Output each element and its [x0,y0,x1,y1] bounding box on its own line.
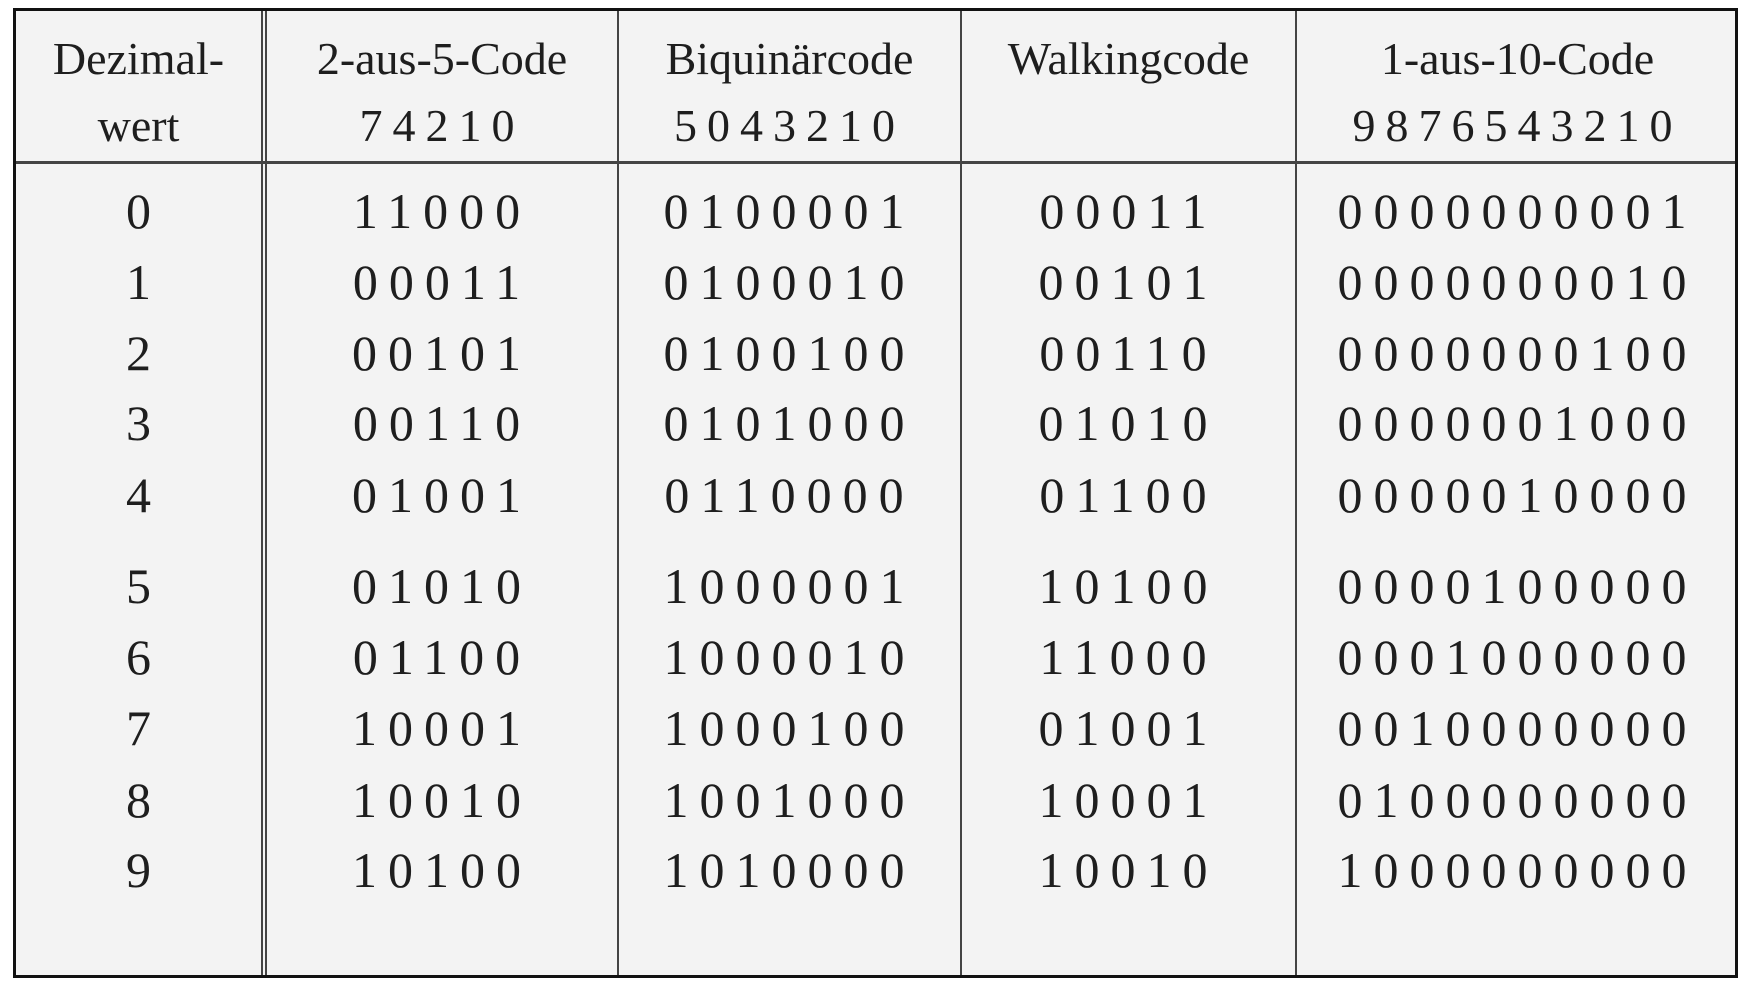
cell-2aus5: 10100 [352,842,532,898]
column-divider-double [261,11,267,975]
cell-dezimal: 1 [126,254,151,310]
cell-biquinaer: 0101000 [663,395,916,451]
cell-2aus5: 00011 [352,254,532,310]
cell-2aus5: 01100 [352,629,532,685]
cell-2aus5: 10001 [352,700,532,756]
cell-walking: 01001 [1038,700,1219,756]
cell-dezimal: 0 [126,183,151,239]
header-2aus5: 2-aus-5-Code [316,33,568,84]
cell-2aus5: 10010 [352,772,532,828]
header-walking: Walkingcode [1007,33,1250,84]
cell-1aus10: 0000000001 [1337,183,1698,239]
column-divider [1295,11,1297,975]
code-table: Dezimal- wert 2-aus-5-Code 74210 Biquinä… [13,8,1738,978]
header-dezimal: Dezimal- [52,33,225,84]
cell-biquinaer: 0100100 [663,325,916,381]
cell-walking: 01100 [1039,467,1218,523]
cell-1aus10: 0010000000 [1337,700,1698,756]
cell-2aus5: 00101 [352,325,532,381]
cell-dezimal: 5 [126,558,151,614]
header-2aus5-weights: 74210 [359,100,525,151]
header-wert: wert [97,100,180,151]
cell-2aus5: 11000 [352,183,532,239]
cell-1aus10: 0000010000 [1337,467,1698,523]
cell-2aus5: 00110 [352,395,532,451]
cell-1aus10: 0000001000 [1337,395,1698,451]
cell-1aus10: 0000000100 [1337,325,1698,381]
cell-walking: 00101 [1038,254,1219,310]
cell-1aus10: 0000100000 [1337,558,1698,614]
cell-1aus10: 1000000000 [1337,842,1698,898]
cell-dezimal: 8 [126,772,151,828]
header-biquinaer-weights: 5043210 [674,100,905,151]
column-divider [960,11,962,975]
cell-walking: 00110 [1039,325,1218,381]
cell-dezimal: 6 [126,629,151,685]
header-1aus10: 1-aus-10-Code [1380,33,1655,84]
cell-biquinaer: 1001000 [663,772,916,828]
header-1aus10-weights: 9876543210 [1352,100,1683,151]
cell-walking: 01010 [1038,395,1219,451]
cell-biquinaer: 1000010 [663,629,916,685]
header-biquinaer: Biquinärcode [665,33,914,84]
cell-biquinaer: 0100001 [663,183,916,239]
cell-2aus5: 01010 [352,558,532,614]
header-divider [16,161,1735,164]
cell-dezimal: 3 [126,395,151,451]
cell-dezimal: 2 [126,325,151,381]
column-divider [617,11,619,975]
cell-walking: 10100 [1038,558,1219,614]
cell-1aus10: 0100000000 [1337,772,1698,828]
cell-dezimal: 4 [126,467,151,523]
cell-walking: 11000 [1039,629,1218,685]
cell-walking: 10001 [1038,772,1219,828]
cell-dezimal: 7 [126,700,151,756]
cell-1aus10: 0001000000 [1337,629,1698,685]
cell-biquinaer: 1000001 [663,558,916,614]
cell-biquinaer: 0100010 [663,254,916,310]
cell-walking: 10010 [1038,842,1219,898]
cell-walking: 00011 [1039,183,1218,239]
cell-2aus5: 01001 [352,467,532,523]
cell-dezimal: 9 [126,842,151,898]
cell-biquinaer: 0110000 [664,467,915,523]
cell-biquinaer: 1000100 [663,700,916,756]
cell-1aus10: 0000000010 [1337,254,1698,310]
cell-biquinaer: 1010000 [663,842,916,898]
